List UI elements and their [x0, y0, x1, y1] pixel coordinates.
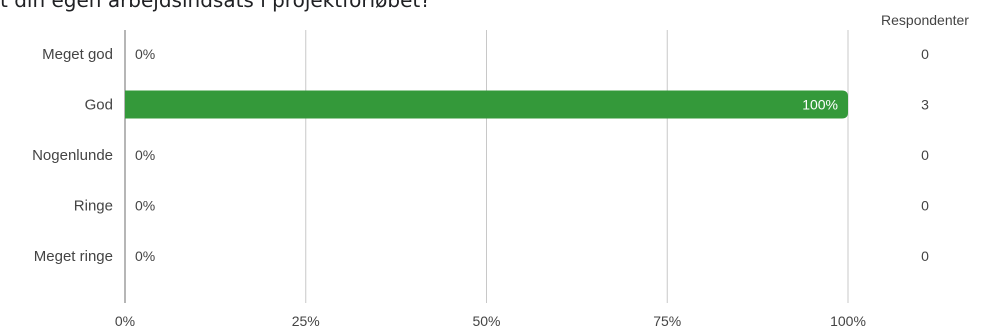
category-label: Meget god [42, 46, 113, 63]
bars [125, 90, 848, 119]
x-tick-label: 100% [830, 313, 866, 329]
category-labels: Meget god God Nogenlunde Ringe Meget ringe [32, 46, 113, 265]
respondent-count: 0 [921, 147, 929, 163]
respondent-count: 0 [921, 198, 929, 214]
respondent-counts: 0 3 0 0 0 [921, 46, 929, 264]
question-title: t din egen arbejdsindsats i projektforlø… [0, 0, 431, 12]
respondent-count: 3 [921, 97, 929, 113]
category-label: Nogenlunde [32, 147, 113, 164]
value-label: 0% [135, 248, 155, 264]
x-tick-label: 50% [472, 313, 500, 329]
bar [125, 90, 848, 119]
value-label: 0% [135, 46, 155, 62]
x-tick-label: 0% [115, 313, 135, 329]
respondent-count: 0 [921, 248, 929, 264]
value-label: 100% [802, 97, 838, 113]
category-label: God [85, 97, 113, 114]
x-tick-label: 75% [653, 313, 681, 329]
respondents-header: Respondenter [881, 12, 969, 28]
category-label: Meget ringe [34, 248, 113, 265]
value-label: 0% [135, 147, 155, 163]
x-axis-ticks: 0% 25% 50% 75% 100% [115, 313, 866, 329]
gridlines [124, 30, 849, 303]
respondent-count: 0 [921, 46, 929, 62]
x-tick-label: 25% [292, 313, 320, 329]
value-label: 0% [135, 198, 155, 214]
category-label: Ringe [74, 198, 113, 215]
value-labels: 0% 100% 0% 0% 0% [135, 46, 838, 264]
